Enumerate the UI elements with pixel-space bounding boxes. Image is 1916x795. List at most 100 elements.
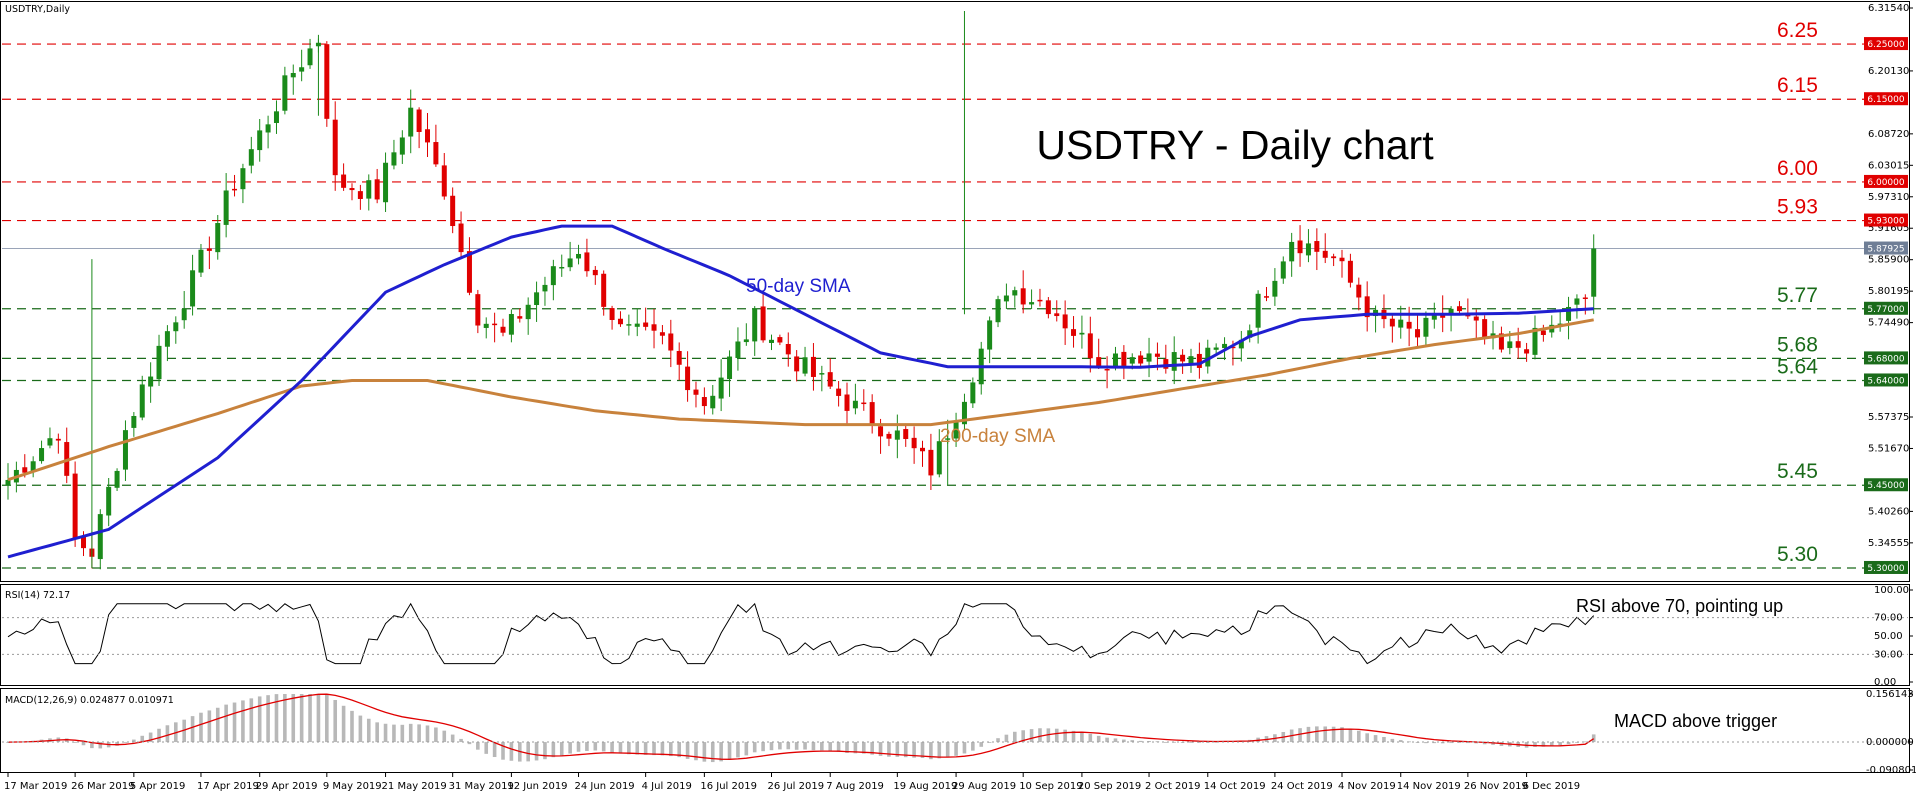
macd-histogram-bar <box>568 742 572 754</box>
level-price-box <box>1864 301 1908 315</box>
candle-body <box>1322 250 1328 258</box>
candle <box>1305 229 1311 263</box>
candle <box>995 295 1001 328</box>
candle-body <box>72 473 78 539</box>
candle <box>727 350 733 397</box>
candle <box>768 334 774 351</box>
candle-body <box>215 223 221 253</box>
macd-histogram-bar <box>266 695 270 743</box>
candle-body <box>341 174 347 188</box>
macd-annotation: MACD above trigger <box>1614 711 1777 731</box>
candle-body <box>1482 319 1488 338</box>
candle <box>72 461 78 547</box>
macd-histogram-bar <box>1331 726 1336 743</box>
candle <box>1020 270 1026 314</box>
macd-histogram-bar <box>1440 742 1445 744</box>
candle <box>743 323 749 346</box>
macd-histogram-bar <box>274 694 279 743</box>
macd-histogram-bar <box>467 742 472 745</box>
candle-body <box>1507 341 1513 349</box>
candle-body <box>911 437 917 449</box>
rsi-annotation: RSI above 70, pointing up <box>1576 596 1783 616</box>
macd-histogram-bar <box>1390 738 1395 743</box>
macd-histogram-bar <box>1298 728 1302 743</box>
candle-body <box>567 258 573 268</box>
candle <box>1482 315 1488 345</box>
rsi-tick-label: 30.00 <box>1874 649 1903 660</box>
rsi-tick-label: 0.00 <box>1874 677 1896 688</box>
candle-body <box>81 536 87 549</box>
candle <box>425 113 430 158</box>
macd-header: MACD(12,26,9) 0.024877 0.010971 <box>5 695 174 706</box>
time-tick-label: 31 May 2019 <box>449 781 514 792</box>
candle <box>97 509 103 570</box>
candle-body <box>483 323 489 328</box>
candle-body <box>399 137 405 155</box>
candle <box>232 174 238 197</box>
macd-tick-label: 0.000000 <box>1866 737 1914 748</box>
candle <box>1574 294 1580 319</box>
rsi-tick-label: 100.00 <box>1874 585 1909 596</box>
candles-layer <box>5 10 1597 570</box>
candle <box>131 412 137 437</box>
candle-body <box>710 395 716 409</box>
rsi-tick-label: 70.00 <box>1874 613 1903 624</box>
candle-body <box>1121 351 1127 366</box>
candle <box>1524 342 1530 362</box>
candle-body <box>1146 353 1152 362</box>
candle <box>1037 288 1043 307</box>
candle <box>1557 309 1563 332</box>
candle-body <box>122 430 128 470</box>
macd-histogram-bar <box>669 742 673 757</box>
candle <box>844 382 850 426</box>
candle-body <box>743 339 749 343</box>
candle-body <box>1524 349 1530 354</box>
candle <box>500 318 506 337</box>
candle-body <box>668 333 674 351</box>
macd-histogram-bar <box>878 742 883 756</box>
time-tick-label: 19 Aug 2019 <box>893 781 957 792</box>
candle <box>567 241 573 272</box>
candle <box>1196 342 1202 379</box>
candle-body <box>685 366 691 391</box>
candle <box>1238 330 1244 362</box>
rsi-line <box>7 602 1595 665</box>
macd-histogram-bar <box>484 742 489 754</box>
candle <box>257 118 263 162</box>
candle-body <box>349 188 355 191</box>
candle-body <box>735 341 741 358</box>
macd-histogram-bar <box>1088 733 1093 743</box>
price-tick-label: 6.03015 <box>1868 160 1909 171</box>
macd-histogram-bar <box>333 699 338 743</box>
candle-body <box>777 337 783 343</box>
macd-histogram-bar <box>643 742 648 755</box>
candle <box>181 291 187 329</box>
candle-body <box>22 467 28 473</box>
level-label: 5.64 <box>1777 355 1818 378</box>
candle-body <box>819 373 825 375</box>
candle-body <box>1188 356 1194 364</box>
candle-body <box>55 438 61 441</box>
time-tick-label: 14 Oct 2019 <box>1204 781 1266 792</box>
candle-body <box>1456 306 1462 312</box>
candle <box>1029 289 1035 310</box>
macd-histogram-bar <box>870 742 874 755</box>
candle-body <box>836 388 842 396</box>
candle <box>156 334 162 386</box>
macd-histogram-bar <box>341 705 346 743</box>
candle-body <box>248 149 254 166</box>
candle-body <box>1096 357 1102 367</box>
candle <box>953 412 959 447</box>
macd-histogram-bar <box>853 742 858 754</box>
candle <box>508 309 514 343</box>
macd-histogram-bar <box>1029 729 1034 743</box>
candle <box>433 124 439 167</box>
candle <box>668 319 674 368</box>
candle <box>886 431 892 447</box>
chart-title: USDTRY - Daily chart <box>1036 122 1434 168</box>
candle <box>190 254 196 316</box>
macd-histogram-bar <box>1398 740 1403 743</box>
candle <box>1138 351 1144 368</box>
candle <box>802 346 808 377</box>
price-tick-label: 5.97310 <box>1868 192 1909 203</box>
